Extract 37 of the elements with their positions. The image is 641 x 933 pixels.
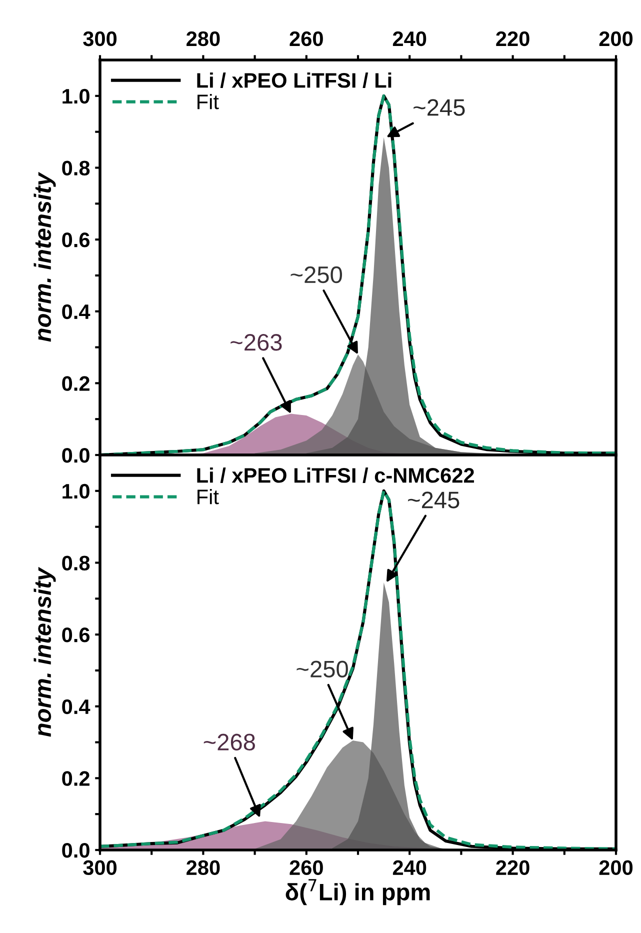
x-tick-label: 280 xyxy=(186,860,220,876)
y-tick-label: 0.4 xyxy=(62,699,90,714)
x-tick-label: 300 xyxy=(83,31,117,46)
y-tick-label: 0.2 xyxy=(62,771,90,786)
x-tick-label: 260 xyxy=(290,31,323,46)
y-axis-title: norm. intensity xyxy=(34,566,56,737)
x-tick-label: 200 xyxy=(599,860,633,876)
x-tick-label: 220 xyxy=(496,860,530,876)
annotation: ~268 xyxy=(204,734,255,751)
legend-label: Li / xPEO LiTFSI / c-NMC622 xyxy=(197,468,474,484)
x-tick-label: 200 xyxy=(599,31,633,46)
y-tick-label: 0.2 xyxy=(62,376,90,391)
y-axis-title: norm. intensity xyxy=(34,172,56,342)
x-tick-label: 300 xyxy=(83,860,117,876)
x-tick-label: 240 xyxy=(392,31,426,46)
y-tick-label: 0.0 xyxy=(62,843,90,858)
y-tick-label: 1.0 xyxy=(62,88,90,104)
y-tick-label: 0.6 xyxy=(62,232,90,248)
legend-label: Li / xPEO LiTFSI / Li xyxy=(197,72,392,88)
x-tick-label: 260 xyxy=(290,860,323,876)
x-tick-label: 240 xyxy=(392,860,426,876)
annotation: ~250 xyxy=(290,266,342,284)
y-tick-label: 0.0 xyxy=(62,448,90,463)
y-tick-label: 0.6 xyxy=(62,628,90,642)
x-axis-title: δ($^{7}$Li) in ppm xyxy=(286,879,430,906)
x-tick-label: 280 xyxy=(186,31,220,46)
x-tick-label: 220 xyxy=(496,31,530,46)
annotation: ~263 xyxy=(230,334,282,351)
annotation: ~245 xyxy=(414,99,465,116)
legend-label: Fit xyxy=(198,94,219,110)
legend-label: Fit xyxy=(198,489,219,504)
annotation: ~250 xyxy=(296,660,348,678)
y-tick-label: 0.4 xyxy=(62,304,90,320)
y-tick-label: 1.0 xyxy=(62,484,90,499)
annotation: ~245 xyxy=(408,492,460,508)
y-tick-label: 0.8 xyxy=(62,160,90,176)
y-tick-label: 0.8 xyxy=(62,556,90,570)
